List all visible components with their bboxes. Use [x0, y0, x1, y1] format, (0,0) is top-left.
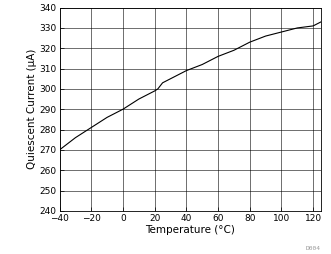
Y-axis label: Quiescent Current (μA): Quiescent Current (μA) [27, 49, 37, 169]
X-axis label: Temperature (°C): Temperature (°C) [145, 225, 235, 235]
Text: D004: D004 [306, 246, 321, 251]
